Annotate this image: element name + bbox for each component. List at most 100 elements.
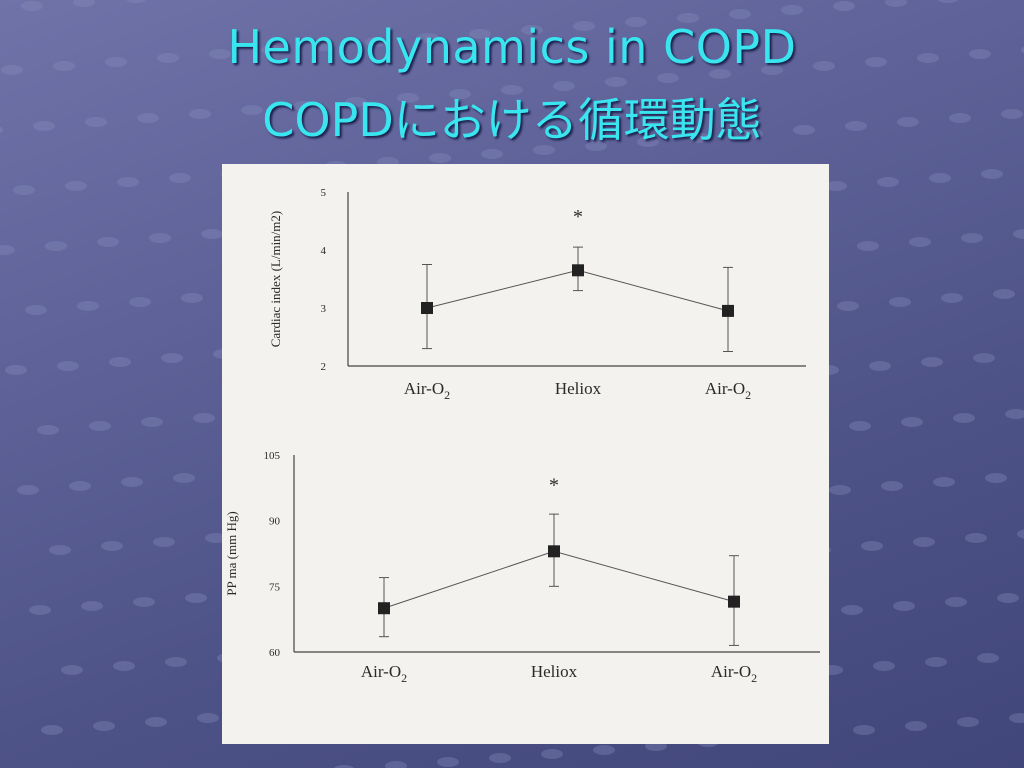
x-tick-label: Air-O2 (404, 379, 450, 402)
background-dot (1013, 229, 1024, 239)
background-dot (5, 365, 27, 375)
background-dot (873, 661, 895, 671)
chart-panels: 2 3 4 5 Cardiac index (L/min/m2) Air-O2 Heliox… (224, 187, 820, 685)
background-dot (37, 425, 59, 435)
data-point-marker (421, 302, 433, 314)
background-dot (833, 1, 855, 11)
background-dot (133, 597, 155, 607)
background-dot (881, 481, 903, 491)
y-tick-label: 60 (269, 647, 281, 659)
background-dot (29, 605, 51, 615)
y-axis-label: PP ma (mm Hg) (224, 511, 239, 595)
background-dot (941, 293, 963, 303)
y-tick-label: 3 (321, 303, 327, 315)
background-dot (113, 661, 135, 671)
background-dot (849, 421, 871, 431)
background-dot (69, 481, 91, 491)
background-dot (141, 417, 163, 427)
background-dot (45, 241, 67, 251)
background-dot (185, 593, 207, 603)
series-line (383, 550, 735, 609)
background-dot (49, 545, 71, 555)
background-dot (657, 73, 679, 83)
background-dot (889, 297, 911, 307)
background-dot (1009, 713, 1024, 723)
x-tick-label: Heliox (531, 662, 578, 681)
background-dot (1017, 529, 1024, 539)
background-dot (193, 413, 215, 423)
background-dot (201, 229, 223, 239)
background-dot (929, 173, 951, 183)
background-dot (933, 477, 955, 487)
background-dot (173, 473, 195, 483)
background-dot (905, 721, 927, 731)
background-dot (57, 361, 79, 371)
background-dot (197, 713, 219, 723)
background-dot (181, 293, 203, 303)
background-dot (25, 305, 47, 315)
background-dot (13, 185, 35, 195)
data-point-marker (728, 595, 740, 608)
data-point-marker (722, 304, 734, 317)
slide-subtitle-japanese: COPDにおける循環動態 (262, 93, 762, 147)
background-dot (593, 745, 615, 755)
y-tick-label: 75 (269, 581, 281, 593)
background-dot (77, 301, 99, 311)
significance-asterisk: * (573, 206, 583, 228)
y-tick-label: 90 (269, 516, 281, 528)
background-dot (125, 0, 147, 3)
background-dot (489, 753, 511, 763)
background-dot (901, 417, 923, 427)
y-axis-label: Cardiac index (L/min/m2) (268, 211, 283, 347)
background-dot (781, 5, 803, 15)
background-dot (437, 757, 459, 767)
background-dot (73, 0, 95, 7)
background-dot (81, 601, 103, 611)
y-tick-label: 5 (321, 187, 327, 199)
slide-title: Hemodynamics in COPD (227, 20, 797, 74)
background-dot (877, 177, 899, 187)
background-dot (117, 177, 139, 187)
background-dot (145, 717, 167, 727)
background-dot (829, 485, 851, 495)
background-dot (121, 477, 143, 487)
background-dot (165, 657, 187, 667)
data-point-marker (548, 545, 560, 558)
background-dot (541, 749, 563, 759)
chart-figure: 2 3 4 5 Cardiac index (L/min/m2) Air-O2 Heliox… (222, 164, 829, 744)
data-point-marker (378, 602, 390, 615)
background-dot (1005, 409, 1024, 419)
background-dot (153, 537, 175, 547)
background-dot (961, 233, 983, 243)
background-dot (869, 361, 891, 371)
x-tick-label: Air-O2 (361, 662, 407, 685)
background-dot (17, 485, 39, 495)
background-dot (861, 541, 883, 551)
x-tick-label: Heliox (555, 379, 602, 398)
background-dot (429, 153, 451, 163)
background-dot (853, 725, 875, 735)
background-dot (913, 537, 935, 547)
background-dot (109, 357, 131, 367)
background-dot (985, 473, 1007, 483)
background-dot (973, 353, 995, 363)
significance-asterisk: * (549, 474, 559, 496)
background-dot (129, 297, 151, 307)
background-dot (89, 421, 111, 431)
x-tick-label: Air-O2 (711, 662, 757, 685)
background-dot (837, 301, 859, 311)
background-dot (97, 237, 119, 247)
background-dot (977, 653, 999, 663)
background-dot (841, 605, 863, 615)
x-tick-label: Air-O2 (705, 379, 751, 402)
background-dot (101, 541, 123, 551)
background-dot (21, 1, 43, 11)
background-dot (729, 9, 751, 19)
background-dot (41, 725, 63, 735)
background-dot (981, 169, 1003, 179)
background-dot (149, 233, 171, 243)
background-dot (0, 245, 15, 255)
background-dot (925, 657, 947, 667)
background-dot (909, 237, 931, 247)
y-tick-label: 2 (321, 361, 327, 373)
